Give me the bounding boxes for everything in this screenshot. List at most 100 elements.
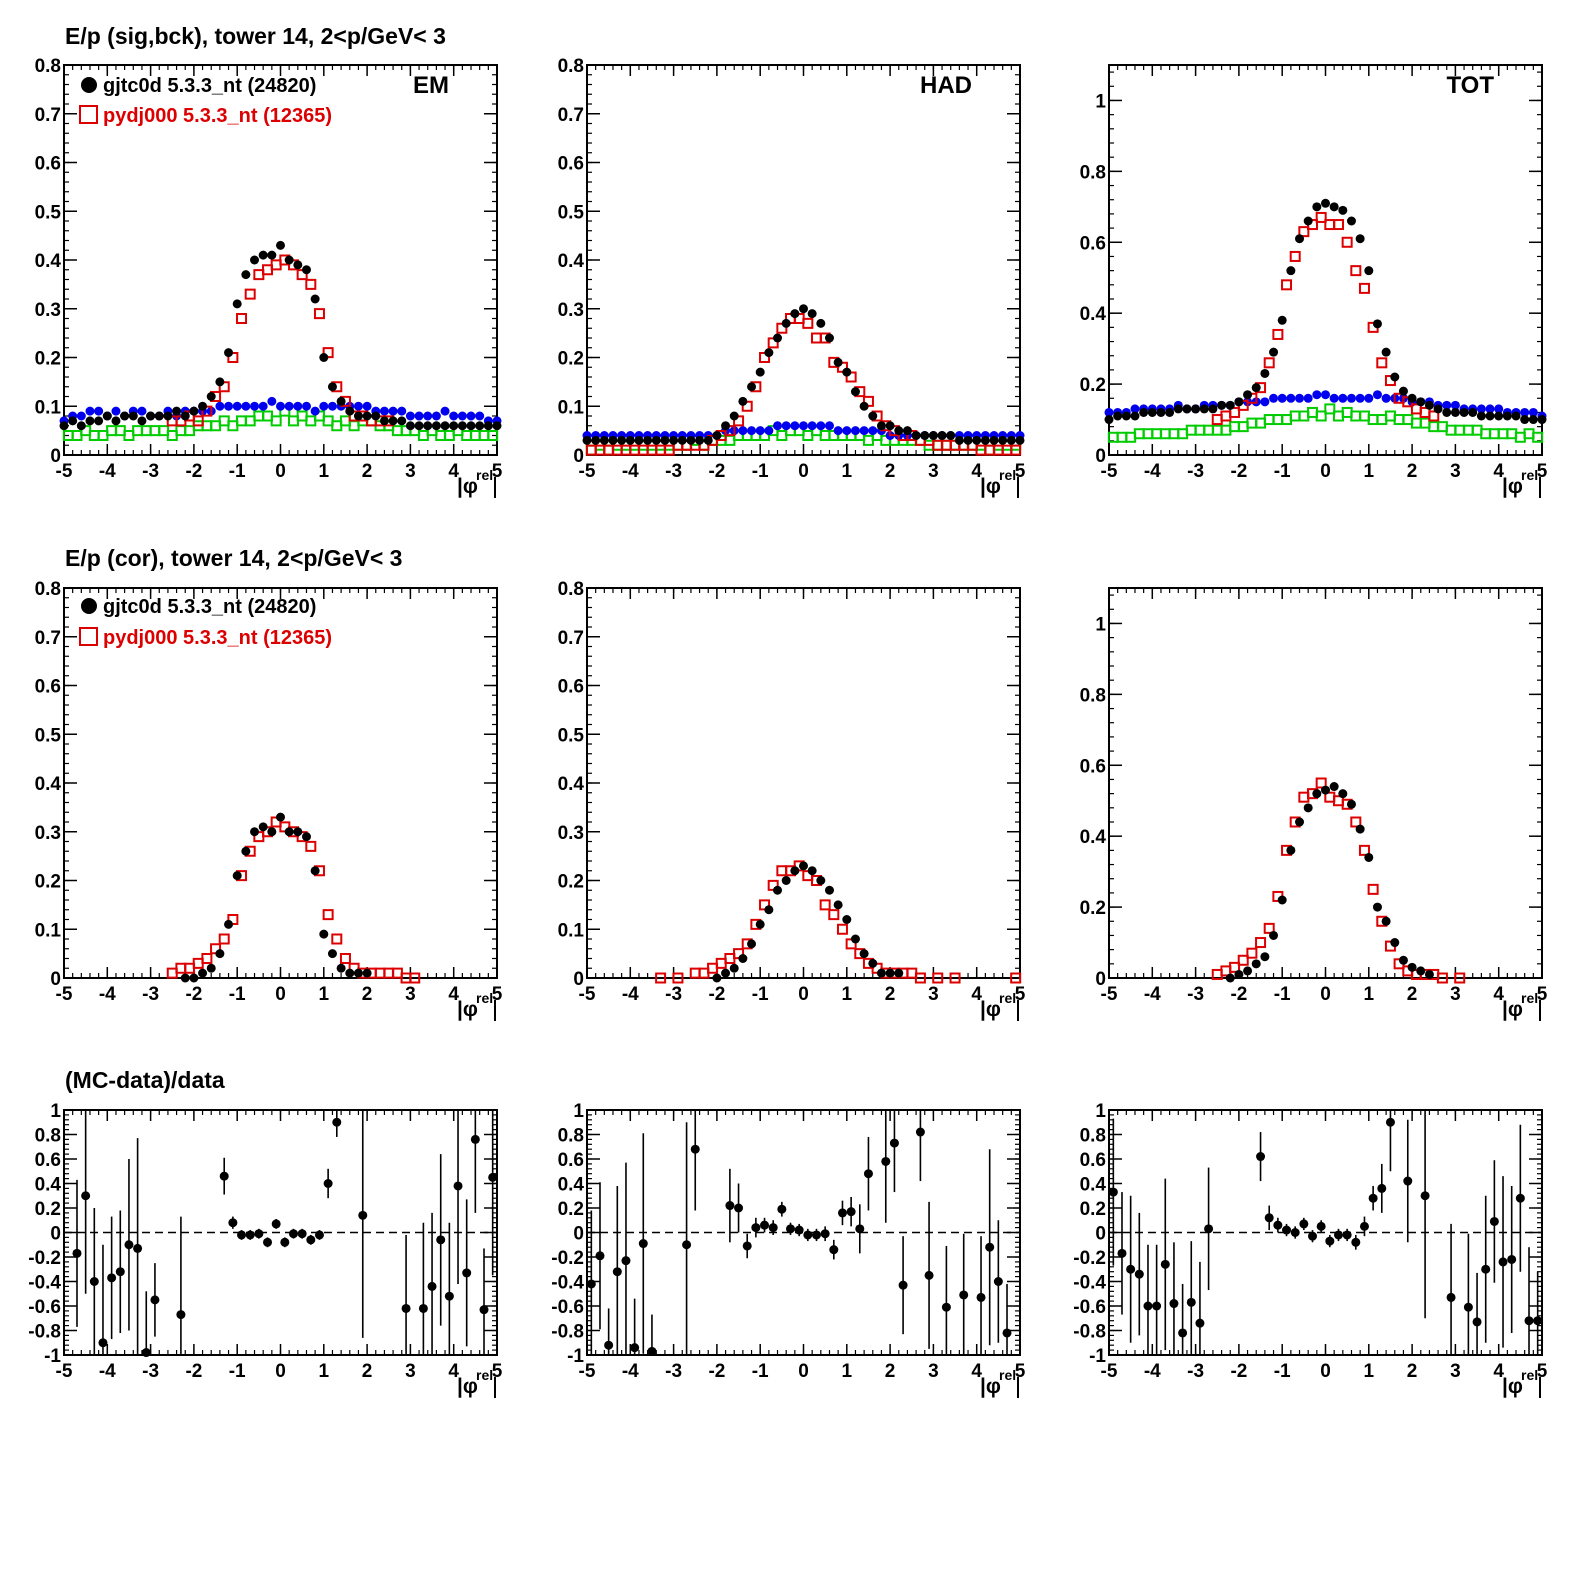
chart-panel-1: -5 -4 -3 -2 -1 0 1 2 3 4 5 0 0.1 0.2 0.3 0.4 0.5 0.6 0.7 0.…: [35, 56, 503, 498]
x-tick-label: -2: [708, 1361, 725, 1382]
data-point: [1295, 817, 1305, 827]
background-data-point: [816, 421, 826, 431]
data-point: [885, 421, 895, 431]
mc-point: [1332, 219, 1344, 231]
data-point: [1338, 789, 1348, 799]
x-axis-title: |φ: [980, 998, 1001, 1021]
ratio-point: [837, 1208, 847, 1218]
ratio-point: [682, 1240, 692, 1250]
background-data-point: [1372, 390, 1382, 400]
data-point: [180, 411, 190, 421]
background-data-point: [475, 411, 485, 421]
data-point: [1407, 393, 1417, 403]
background-data-point: [1520, 407, 1530, 417]
data-point: [362, 411, 372, 421]
data-point: [1006, 435, 1016, 445]
y-tick-label: 0.2: [35, 872, 61, 893]
background-data-point: [423, 411, 433, 421]
data-point: [206, 392, 216, 401]
x-tick-label: 2: [1407, 461, 1418, 482]
x-tick-label: 2: [362, 984, 373, 1005]
ratio-point: [863, 1169, 873, 1179]
ratio-point: [263, 1237, 273, 1247]
data-point: [712, 973, 722, 983]
y-tick-label: 0.6: [35, 154, 61, 175]
data-point: [293, 827, 303, 837]
ratio-point: [1403, 1176, 1413, 1186]
x-tick-label: 5: [1015, 984, 1026, 1005]
x-axis-title-superscript: rel: [1521, 467, 1538, 483]
x-axis-title-superscript: rel: [476, 1367, 493, 1383]
ratio-point: [1308, 1231, 1318, 1241]
row-title-cor: E/p (cor), tower 14, 2<p/GeV< 3: [65, 545, 402, 571]
background-data-point: [414, 411, 424, 421]
ratio-point: [133, 1243, 143, 1253]
ratio-point: [150, 1295, 160, 1305]
x-axis-title: |φ: [457, 998, 478, 1021]
mc-point: [914, 972, 926, 984]
ratio-point: [306, 1235, 316, 1245]
ratio-point: [1377, 1183, 1387, 1193]
data-point: [747, 382, 757, 392]
data-point: [660, 435, 670, 445]
background-data-point: [362, 401, 372, 411]
data-point: [850, 387, 860, 397]
x-tick-label: 2: [885, 1361, 896, 1382]
x-tick-label: 3: [928, 1361, 939, 1382]
data-point: [76, 421, 86, 431]
data-point: [327, 949, 337, 959]
ratio-point: [1152, 1301, 1162, 1311]
mc-point: [1341, 236, 1353, 248]
x-tick-label: 3: [1450, 1361, 1461, 1382]
data-point: [1234, 397, 1244, 407]
ratio-point: [81, 1191, 91, 1201]
data-point: [423, 421, 433, 431]
ratio-point: [612, 1267, 622, 1277]
ratio-point: [245, 1230, 255, 1240]
data-point: [582, 435, 592, 445]
ratio-point: [1169, 1299, 1179, 1309]
y-tick-label: 0.8: [1080, 162, 1106, 183]
y-tick-label: -0.2: [551, 1248, 584, 1269]
data-point: [842, 367, 852, 377]
mc-point: [305, 840, 317, 852]
data-point: [198, 968, 208, 978]
y-tick-label: 0.8: [35, 56, 61, 77]
x-tick-label: 3: [405, 1361, 416, 1382]
x-tick-label: 5: [1537, 984, 1548, 1005]
background-data-point: [1295, 393, 1305, 403]
x-tick-label: -1: [1274, 984, 1291, 1005]
mc-point: [949, 972, 961, 984]
y-tick-label: 0: [1095, 1224, 1106, 1245]
x-tick-label: -4: [622, 1361, 639, 1382]
data-point: [842, 915, 852, 924]
data-point: [59, 421, 69, 431]
y-tick-label: 0.4: [35, 774, 62, 795]
data-point: [868, 411, 878, 421]
legend-label-data: gjtc0d 5.3.3_nt (24820): [103, 75, 316, 97]
data-point: [319, 353, 329, 362]
data-point: [1113, 411, 1123, 421]
ratio-point: [1507, 1254, 1517, 1264]
x-tick-label: -4: [622, 461, 639, 482]
data-point: [1225, 400, 1235, 410]
data-point: [1165, 407, 1175, 417]
y-tick-label: 0.6: [35, 677, 61, 698]
y-tick-label: 1: [573, 1101, 584, 1122]
mc-point: [1246, 947, 1258, 959]
ratio-point: [898, 1280, 908, 1290]
ratio-point: [1446, 1292, 1456, 1302]
data-point: [1312, 789, 1322, 799]
data-point: [258, 250, 268, 260]
mc-point: [1272, 328, 1284, 340]
x-axis-title: |φ: [980, 1375, 1001, 1398]
x-tick-label: -1: [752, 984, 769, 1005]
ratio-point: [314, 1230, 324, 1240]
mc-point: [305, 278, 317, 290]
ratio-point: [1489, 1216, 1499, 1226]
x-tick-label: 2: [885, 984, 896, 1005]
background-mc-point: [1315, 410, 1327, 422]
data-point: [859, 949, 869, 959]
x-tick-label: 3: [405, 461, 416, 482]
y-tick-label: 0.7: [35, 628, 61, 649]
